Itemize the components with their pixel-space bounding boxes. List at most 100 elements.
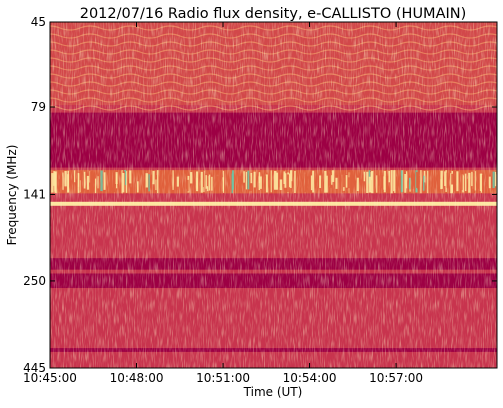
y-tick-label: 141 <box>23 187 46 201</box>
burst-streak <box>440 170 443 189</box>
burst-streak <box>385 175 389 193</box>
burst-streak <box>247 170 250 190</box>
y-tick-label: 79 <box>31 100 46 114</box>
burst-streak <box>366 171 369 193</box>
burst-streak <box>289 170 292 188</box>
burst-streak <box>363 171 366 182</box>
burst-streak <box>67 174 70 193</box>
burst-streak <box>190 172 193 184</box>
burst-streak <box>306 176 309 187</box>
burst-streak <box>485 174 488 187</box>
burst-streak <box>176 176 179 187</box>
burst-streak <box>89 171 93 194</box>
burst-streak <box>136 181 139 193</box>
burst-streak <box>377 170 380 186</box>
burst-streak <box>288 173 291 188</box>
burst-streak <box>326 175 328 193</box>
burst-streak <box>454 180 456 192</box>
burst-streak <box>279 179 283 191</box>
burst-streak <box>420 170 422 194</box>
burst-streak <box>462 175 464 193</box>
burst-streak <box>175 170 178 191</box>
burst-streak <box>206 173 209 187</box>
x-tick-label: 10:45:00 <box>23 371 77 385</box>
burst-streak <box>423 175 425 191</box>
burst-streak <box>405 171 408 189</box>
chart-title: 2012/07/16 Radio flux density, e-CALLIST… <box>80 6 467 22</box>
burst-streak <box>155 179 157 191</box>
burst-streak <box>145 173 148 188</box>
burst-streak <box>445 170 447 192</box>
burst-streak <box>273 170 277 190</box>
burst-streak <box>331 170 335 182</box>
burst-streak <box>269 170 271 189</box>
burst-streak <box>83 171 86 189</box>
y-tick-label: 45 <box>31 15 46 29</box>
burst-streak <box>258 176 260 191</box>
burst-streak <box>231 173 233 194</box>
burst-streak <box>54 171 57 194</box>
y-tick-label: 445 <box>23 361 46 375</box>
burst-streak <box>97 176 99 189</box>
burst-streak <box>125 171 128 193</box>
burst-streak <box>80 170 83 193</box>
burst-streak <box>64 170 67 187</box>
burst-streak <box>376 175 378 193</box>
burst-streak <box>122 173 125 193</box>
burst-streak <box>444 171 446 186</box>
burst-streak <box>388 170 391 183</box>
burst-streak <box>472 171 476 193</box>
burst-streak <box>202 170 205 188</box>
burst-streak <box>345 175 348 188</box>
burst-streak <box>126 179 129 192</box>
burst-streak <box>148 174 150 192</box>
burst-streak <box>249 176 252 192</box>
burst-streak <box>403 170 405 193</box>
burst-streak <box>186 179 189 192</box>
burst-streak <box>309 176 312 190</box>
burst-streak <box>74 170 76 183</box>
burst-streak <box>284 173 287 188</box>
burst-streak <box>395 176 398 187</box>
burst-streak <box>58 179 61 192</box>
burst-streak <box>152 170 155 185</box>
burst-streak <box>368 176 372 193</box>
burst-streak <box>270 170 272 193</box>
burst-streak <box>408 177 411 190</box>
burst-streak <box>86 175 90 190</box>
burst-streak <box>186 176 188 189</box>
burst-streak <box>465 178 468 190</box>
burst-streak <box>51 173 54 193</box>
burst-streak <box>328 173 330 186</box>
burst-streak <box>129 170 132 184</box>
burst-streak <box>492 171 495 189</box>
burst-streak <box>103 172 106 190</box>
burst-streak <box>383 170 386 193</box>
burst-streak <box>94 178 97 194</box>
burst-streak <box>324 170 327 193</box>
burst-streak <box>446 172 449 188</box>
burst-streak <box>238 175 241 187</box>
burst-streak <box>400 170 403 193</box>
burst-streak <box>427 170 429 194</box>
burst-streak <box>77 173 80 193</box>
x-tick-label: 10:48:00 <box>110 371 164 385</box>
burst-streak <box>451 173 454 185</box>
burst-streak <box>416 173 418 189</box>
burst-streak <box>331 175 333 185</box>
y-axis-ticks: 45 79 141 250 445 <box>23 15 497 375</box>
burst-streak <box>464 173 467 192</box>
burst-streak <box>350 177 353 194</box>
burst-streak <box>250 172 253 184</box>
burst-streaks <box>51 170 497 194</box>
burst-streak <box>294 170 296 193</box>
burst-streak <box>461 171 463 190</box>
burst-streak <box>150 174 152 190</box>
burst-streak <box>488 176 491 189</box>
burst-streak <box>286 174 289 193</box>
y-tick-label: 250 <box>23 274 46 288</box>
burst-streak <box>169 174 172 186</box>
burst-streak <box>113 172 115 193</box>
